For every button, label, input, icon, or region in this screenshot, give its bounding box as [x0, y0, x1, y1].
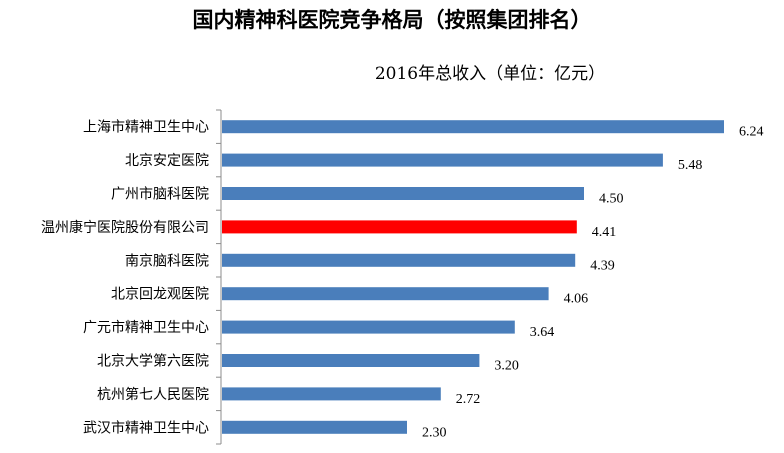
chart-subtitle: 2016年总收入（单位：亿元）	[375, 64, 605, 84]
category-label: 北京大学第六医院	[97, 353, 209, 370]
category-label: 广元市精神卫生中心	[83, 319, 209, 336]
data-label: 4.39	[590, 258, 615, 273]
bar	[222, 153, 663, 167]
data-label: 5.48	[678, 158, 703, 173]
bar	[222, 387, 441, 401]
data-label: 2.72	[456, 392, 481, 407]
plot-area: 上海市精神卫生中心 6.24 北京安定医院 5.48 广州市脑科医院 4.50 温州康宁医院…	[41, 109, 764, 445]
category-label: 南京脑科医院	[125, 253, 209, 269]
bar	[222, 187, 584, 200]
bar	[222, 354, 480, 367]
category-label: 北京安定医院	[125, 153, 209, 169]
chart-title: 国内精神科医院竞争格局（按照集团排名）	[193, 7, 592, 32]
data-label: 6.24	[739, 125, 764, 140]
bar	[222, 120, 724, 134]
data-label: 4.06	[564, 292, 589, 307]
bar	[222, 320, 515, 334]
data-label: 3.20	[494, 359, 519, 374]
category-label: 上海市精神卫生中心	[83, 119, 209, 136]
data-label: 4.41	[592, 225, 617, 240]
bar	[222, 220, 577, 234]
category-label: 北京回龙观医院	[111, 287, 209, 303]
category-label: 武汉市精神卫生中心	[83, 419, 209, 436]
data-label: 3.64	[530, 325, 555, 340]
data-label: 4.50	[599, 192, 624, 207]
category-label: 温州康宁医院股份有限公司	[41, 219, 209, 236]
category-label: 杭州第七人民医院	[97, 386, 209, 403]
bar	[222, 253, 576, 267]
data-label: 2.30	[422, 425, 447, 440]
category-label: 广州市脑科医院	[111, 186, 209, 203]
bar	[222, 420, 407, 434]
bar	[222, 287, 549, 301]
